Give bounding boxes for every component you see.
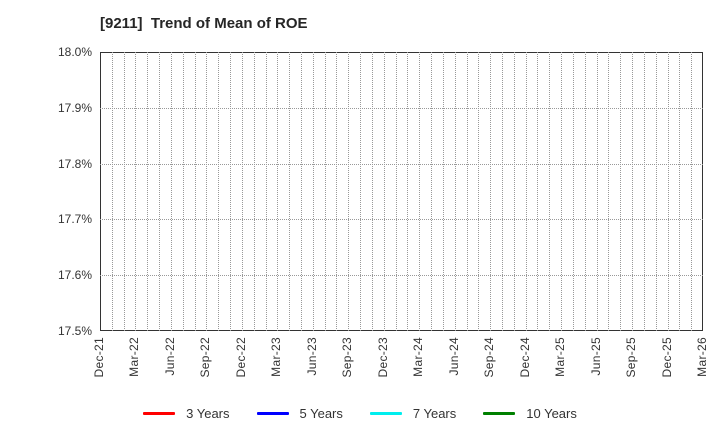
legend-line-7-years (369, 411, 402, 415)
gridline-vertical (691, 52, 693, 331)
y-tick-label: 17.8% (57, 156, 92, 171)
x-tick-label: Dec-21 (92, 337, 106, 378)
x-tick-label: Sep-23 (340, 337, 355, 378)
x-tick-label: Dec-23 (375, 337, 390, 378)
x-tick-label: Sep-24 (482, 337, 497, 378)
gridline-vertical (667, 52, 669, 331)
gridline-vertical (572, 52, 574, 331)
gridline-vertical (301, 52, 302, 331)
gridline-vertical (513, 52, 515, 331)
gridline-vertical (632, 52, 634, 331)
gridline-vertical (277, 52, 279, 331)
legend-line-5-years (256, 411, 289, 415)
gridline-vertical (525, 52, 527, 331)
gridline-vertical (431, 52, 433, 331)
legend: 3 Years 5 Years 7 Years 10 Years (0, 402, 720, 424)
gridline-vertical (360, 52, 362, 331)
gridline-vertical (490, 52, 492, 331)
x-tick-label: Jun-23 (304, 337, 319, 376)
x-tick-label: Mar-23 (269, 337, 284, 377)
gridline-vertical (123, 52, 125, 331)
x-tick-label: Mar-22 (127, 337, 142, 377)
gridline-vertical (253, 52, 255, 331)
legend-label: 5 Years (299, 405, 343, 421)
gridline-vertical (371, 52, 373, 331)
gridline-vertical (135, 52, 137, 331)
gridline-vertical (383, 52, 385, 331)
gridline-vertical (265, 52, 267, 331)
y-tick-label: 18.0% (57, 45, 92, 59)
legend-line-10-years (483, 411, 516, 415)
legend-item-5-years: 5 Years (256, 405, 343, 421)
gridline-vertical (537, 52, 539, 331)
legend-label: 7 Years (412, 405, 457, 421)
x-tick-label: Mar-26 (695, 337, 709, 377)
chart-title: [9211] Trend of Mean of ROE (100, 15, 308, 32)
gridline-vertical (395, 52, 397, 331)
gridline-vertical (111, 52, 113, 331)
gridline-vertical (643, 52, 645, 331)
gridline-vertical (466, 52, 468, 331)
gridline-vertical (324, 52, 326, 331)
legend-line-3-years (143, 411, 176, 415)
x-tick-label: Sep-25 (624, 337, 639, 378)
legend-label: 3 Years (186, 405, 230, 421)
gridline-vertical (170, 52, 172, 331)
gridline-vertical (549, 52, 551, 331)
gridline-vertical (419, 52, 421, 331)
gridline-vertical (194, 52, 196, 331)
plot-area (100, 52, 703, 331)
x-tick-label: Dec-24 (517, 337, 532, 378)
x-tick-label: Dec-25 (659, 337, 674, 378)
gridline-vertical (147, 52, 149, 331)
gridline-vertical (230, 52, 232, 331)
gridline-vertical (312, 52, 314, 331)
gridline-vertical (442, 52, 444, 331)
y-tick-label: 17.5% (57, 324, 92, 338)
gridline-vertical (454, 52, 456, 331)
x-tick-label: Jun-24 (446, 337, 461, 376)
y-tick-label: 17.7% (57, 212, 92, 227)
legend-label: 10 Years (526, 405, 577, 421)
x-tick-label: Sep-22 (198, 337, 213, 378)
gridline-vertical (289, 52, 291, 331)
legend-item-7-years: 7 Years (369, 405, 457, 421)
gridline-vertical (407, 52, 409, 331)
gridline-horizontal (100, 107, 703, 109)
gridline-vertical (679, 52, 681, 331)
x-tick-label: Jun-25 (588, 337, 603, 376)
gridline-vertical (596, 52, 598, 331)
gridline-vertical (159, 52, 161, 331)
gridline-vertical (620, 52, 622, 331)
gridline-vertical (478, 52, 480, 331)
y-tick-label: 17.6% (57, 268, 92, 283)
legend-item-3-years: 3 Years (143, 405, 230, 421)
gridline-horizontal (100, 275, 703, 277)
x-tick-label: Mar-25 (553, 337, 568, 377)
x-tick-label: Mar-24 (411, 337, 426, 377)
y-tick-label: 17.9% (57, 100, 92, 115)
gridline-vertical (348, 52, 350, 331)
gridline-vertical (182, 52, 184, 331)
legend-item-10-years: 10 Years (483, 406, 577, 421)
gridline-vertical (584, 52, 586, 331)
gridline-vertical (561, 52, 563, 331)
gridline-vertical (608, 52, 610, 331)
gridline-vertical (218, 52, 220, 331)
gridline-vertical (502, 52, 503, 331)
x-tick-label: Dec-22 (233, 337, 248, 378)
gridline-vertical (206, 52, 208, 331)
gridline-vertical (655, 52, 657, 331)
gridline-horizontal (100, 163, 703, 165)
gridline-vertical (241, 52, 243, 331)
gridline-vertical (336, 52, 338, 331)
x-tick-label: Jun-22 (162, 337, 177, 376)
gridline-horizontal (100, 219, 703, 221)
